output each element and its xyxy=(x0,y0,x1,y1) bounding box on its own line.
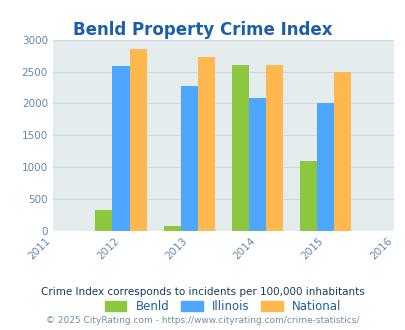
Bar xyxy=(95,210,112,231)
Bar xyxy=(231,65,248,231)
Text: © 2025 CityRating.com - https://www.cityrating.com/crime-statistics/: © 2025 CityRating.com - https://www.city… xyxy=(46,316,359,325)
Bar xyxy=(333,72,350,231)
Bar xyxy=(163,226,180,231)
Bar xyxy=(180,85,197,231)
Bar xyxy=(299,161,316,231)
Bar xyxy=(248,98,265,231)
Bar xyxy=(112,66,129,231)
Bar xyxy=(265,65,282,231)
Bar xyxy=(197,57,214,231)
Text: Benld Property Crime Index: Benld Property Crime Index xyxy=(73,21,332,40)
Legend: Benld, Illinois, National: Benld, Illinois, National xyxy=(99,294,347,319)
Bar xyxy=(316,103,333,231)
Bar xyxy=(129,49,146,231)
Text: Crime Index corresponds to incidents per 100,000 inhabitants: Crime Index corresponds to incidents per… xyxy=(41,287,364,297)
